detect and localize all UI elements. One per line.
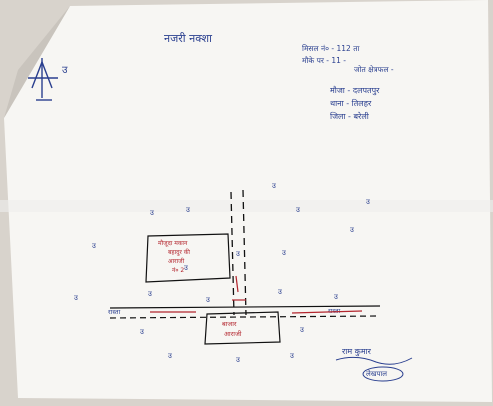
map-label: उ bbox=[236, 356, 240, 364]
left-plot-line-4: नं० 2 bbox=[172, 267, 184, 274]
map-label: उ bbox=[74, 294, 78, 302]
map-label: उ bbox=[150, 209, 154, 217]
header-line-1: मिसल नं० - 112 ता bbox=[302, 44, 360, 53]
header-line-3: जोत क्षेत्रफल - bbox=[354, 65, 394, 74]
left-plot-line-1: मौजूदा मकान bbox=[158, 239, 188, 247]
fold-line bbox=[0, 200, 493, 212]
map-label: उ bbox=[282, 249, 286, 257]
map-label: उ bbox=[296, 206, 300, 214]
left-plot-line-2: बहादुर की bbox=[168, 248, 190, 256]
bottom-plot-line-1: बाजार bbox=[222, 320, 237, 328]
document-title: नजरी नक्शा bbox=[164, 32, 212, 45]
map-label: उ bbox=[278, 288, 282, 296]
map-label: उ bbox=[366, 198, 370, 206]
location-village: मौजा - दलपतपुर bbox=[330, 85, 380, 96]
signature-name: राम कुमार bbox=[342, 347, 372, 357]
map-label: उ bbox=[148, 290, 152, 298]
road-right-label: रास्ता bbox=[328, 307, 341, 315]
map-label: उ bbox=[350, 226, 354, 234]
map-label: उ bbox=[300, 326, 304, 334]
header-line-2: मौके पर - 11 - bbox=[302, 56, 346, 65]
map-label: उ bbox=[184, 264, 188, 272]
map-label: उ bbox=[140, 328, 144, 336]
location-police-station: थाना - तिलहर bbox=[330, 98, 372, 108]
map-label: उ bbox=[290, 352, 294, 360]
map-label: उ bbox=[334, 293, 338, 301]
map-label: उ bbox=[236, 250, 240, 258]
left-plot-line-3: आराजी bbox=[168, 257, 185, 265]
map-label: उ bbox=[168, 352, 172, 360]
map-label: उ bbox=[272, 182, 276, 190]
map-label: उ bbox=[186, 206, 190, 214]
location-district: जिला - बरेली bbox=[330, 111, 370, 121]
compass-label: उ bbox=[62, 65, 68, 76]
signature-subtitle: लेखपाल bbox=[366, 369, 387, 378]
map-label: उ bbox=[92, 242, 96, 250]
bottom-plot-line-2: आराजी bbox=[224, 330, 242, 338]
road-left-label: रास्ता bbox=[108, 308, 121, 316]
map-label: उ bbox=[206, 296, 210, 304]
